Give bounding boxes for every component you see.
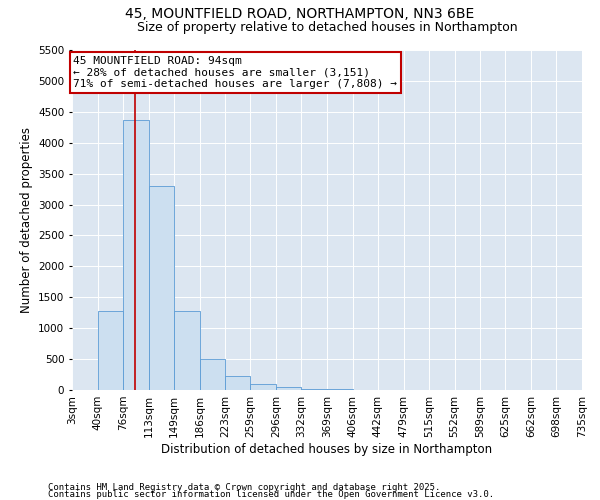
Bar	[250, 384, 276, 390]
Y-axis label: Number of detached properties: Number of detached properties	[20, 127, 32, 313]
Text: Contains public sector information licensed under the Open Government Licence v3: Contains public sector information licen…	[48, 490, 494, 499]
Bar	[98, 311, 123, 390]
Text: 45 MOUNTFIELD ROAD: 94sqm
← 28% of detached houses are smaller (3,151)
71% of se: 45 MOUNTFIELD ROAD: 94sqm ← 28% of detac…	[73, 56, 397, 90]
Bar	[276, 387, 301, 390]
Text: Contains HM Land Registry data © Crown copyright and database right 2025.: Contains HM Land Registry data © Crown c…	[48, 484, 440, 492]
Bar	[301, 389, 327, 390]
Bar	[149, 186, 174, 390]
Bar	[199, 359, 225, 390]
Bar	[174, 311, 199, 390]
Title: Size of property relative to detached houses in Northampton: Size of property relative to detached ho…	[137, 20, 517, 34]
Bar	[225, 376, 250, 390]
Bar	[123, 120, 149, 390]
X-axis label: Distribution of detached houses by size in Northampton: Distribution of detached houses by size …	[161, 442, 493, 456]
Text: 45, MOUNTFIELD ROAD, NORTHAMPTON, NN3 6BE: 45, MOUNTFIELD ROAD, NORTHAMPTON, NN3 6B…	[125, 8, 475, 22]
